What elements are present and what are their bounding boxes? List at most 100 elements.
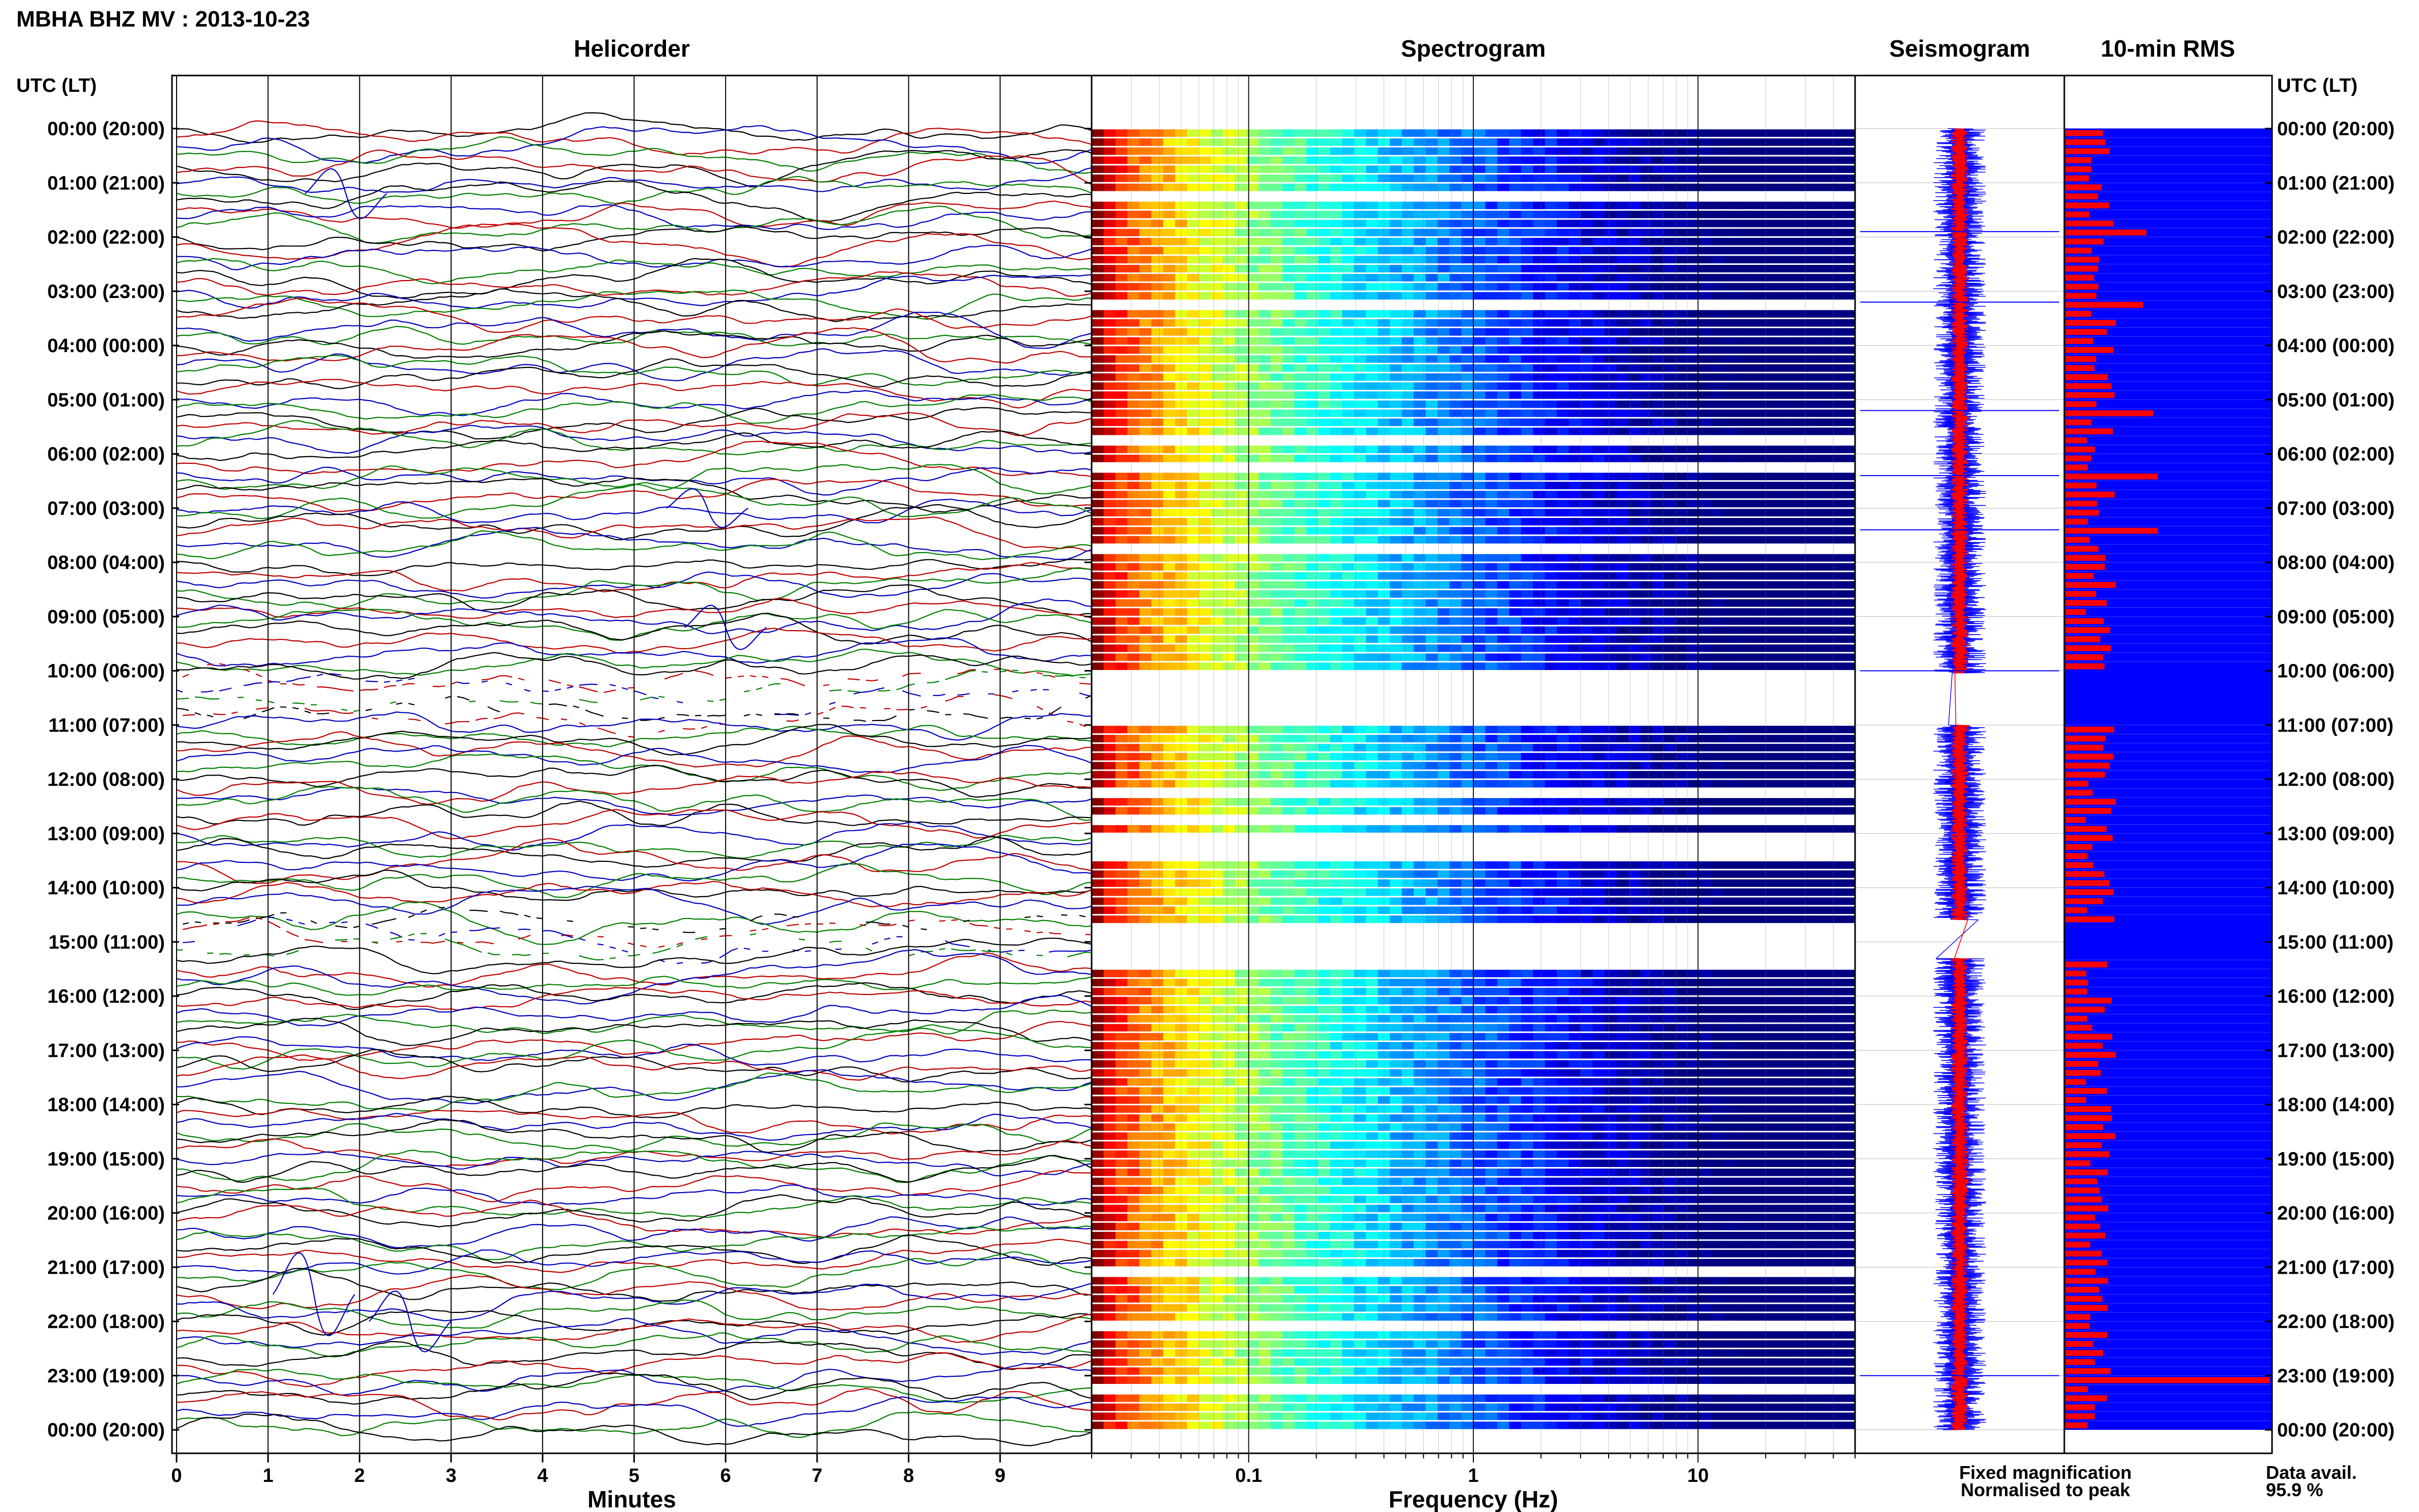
spectrogram-cell xyxy=(1760,364,1772,372)
spectrogram-cell xyxy=(1652,238,1665,245)
spectrogram-cell xyxy=(1569,915,1582,923)
spectrogram-cell xyxy=(1640,527,1653,535)
spectrogram-cell xyxy=(1640,346,1653,354)
spectrogram-cell xyxy=(1664,644,1677,652)
spectrogram-cell xyxy=(1115,879,1128,887)
spectrogram-cell xyxy=(1640,202,1653,209)
spectrogram-cell xyxy=(1795,888,1808,896)
spectrogram-cell xyxy=(1103,156,1116,164)
spectrogram-cell xyxy=(1497,780,1510,788)
spectrogram-cell xyxy=(1700,445,1713,453)
spectrogram-cell xyxy=(1652,165,1665,173)
spectrogram-cell xyxy=(1581,572,1593,580)
spectrogram-cell xyxy=(1258,599,1271,607)
spectrogram-cell xyxy=(1569,879,1582,887)
spectrogram-cell xyxy=(1461,1014,1474,1023)
spectrogram-cell xyxy=(1414,970,1426,978)
spectrogram-cell xyxy=(1414,382,1426,390)
spectrogram-cell xyxy=(1414,391,1426,399)
spectrogram-cell xyxy=(1676,292,1689,300)
spectrogram-cell xyxy=(1115,165,1128,173)
spectrogram-cell xyxy=(1783,762,1796,770)
spectrogram-cell xyxy=(1414,490,1426,499)
spectrogram-cell xyxy=(1414,238,1426,245)
spectrogram-cell xyxy=(1425,274,1438,282)
spectrogram-cell xyxy=(1342,328,1355,336)
spectrogram-cell xyxy=(1390,644,1402,652)
spectrogram-cell xyxy=(1723,599,1737,607)
spectrogram-cell xyxy=(1807,229,1820,236)
spectrogram-cell xyxy=(1378,391,1391,399)
spectrogram-cell xyxy=(1211,970,1223,978)
spectrogram-cell xyxy=(1211,427,1223,435)
spectrogram-cell xyxy=(1747,617,1760,625)
spectrogram-cell xyxy=(1700,292,1713,300)
spectrogram-cell xyxy=(1401,319,1414,327)
spectrogram-cell xyxy=(1175,500,1188,508)
spectrogram-cell xyxy=(1700,536,1713,544)
spectrogram-cell xyxy=(1127,662,1140,670)
spectrogram-cell xyxy=(1366,482,1378,489)
spectrogram-cell xyxy=(1497,554,1510,562)
spectrogram-cell xyxy=(1461,328,1474,336)
spectrogram-cell xyxy=(1449,418,1462,426)
spectrogram-cell xyxy=(1139,798,1152,806)
spectrogram-cell xyxy=(1199,888,1212,896)
spectrogram-cell xyxy=(1676,229,1689,236)
spectrogram-cell xyxy=(1628,165,1641,173)
spectrogram-cell xyxy=(1366,156,1378,164)
spectrogram-cell xyxy=(1592,210,1605,218)
spectrogram-cell xyxy=(1461,219,1474,228)
spectrogram-cell xyxy=(1282,292,1295,300)
spectrogram-cell xyxy=(1449,915,1462,923)
spectrogram-cell xyxy=(1497,807,1510,815)
spectrogram-cell xyxy=(1318,861,1331,869)
spectrogram-cell xyxy=(1664,156,1677,164)
spectrogram-cell xyxy=(1092,418,1104,426)
spectrogram-cell xyxy=(1401,500,1414,508)
spectrogram-cell xyxy=(1390,373,1402,381)
spectrogram-cell xyxy=(1581,888,1593,896)
spectrogram-cell xyxy=(1688,292,1700,300)
spectrogram-cell xyxy=(1115,265,1128,272)
spectrogram-cell xyxy=(1282,346,1295,354)
spectrogram-cell xyxy=(1258,518,1271,526)
spectrogram-cell xyxy=(1795,455,1808,462)
spectrogram-cell xyxy=(1401,246,1414,255)
spectrogram-cell xyxy=(1652,427,1665,435)
spectrogram-cell xyxy=(1712,581,1724,589)
spectrogram-cell xyxy=(1414,762,1426,770)
spectrogram-cell xyxy=(1235,662,1247,670)
spectrogram-cell xyxy=(1545,147,1558,155)
spectrogram-cell xyxy=(1401,238,1414,245)
spectrogram-cell xyxy=(1103,165,1116,173)
spectrogram-cell xyxy=(1163,906,1176,914)
spectrogram-cell xyxy=(1199,455,1212,462)
spectrogram-cell xyxy=(1605,156,1617,164)
spectrogram-cell xyxy=(1592,635,1605,643)
spectrogram-cell xyxy=(1246,581,1260,589)
spectrogram-cell xyxy=(1461,490,1474,499)
spectrogram-cell xyxy=(1437,762,1450,770)
spectrogram-cell xyxy=(1449,662,1462,670)
spectrogram-cell xyxy=(1747,662,1760,670)
spectrogram-cell xyxy=(1282,518,1295,526)
spectrogram-cell xyxy=(1795,762,1808,770)
spectrogram-cell xyxy=(1700,906,1713,914)
spectrogram-cell xyxy=(1211,780,1223,788)
spectrogram-cell xyxy=(1831,310,1844,318)
spectrogram-cell xyxy=(1676,490,1689,499)
spectrogram-cell xyxy=(1652,590,1665,598)
spectrogram-cell xyxy=(1640,427,1653,435)
spectrogram-cell xyxy=(1652,653,1665,661)
spectrogram-cell xyxy=(1533,373,1546,381)
spectrogram-cell xyxy=(1437,970,1450,978)
spectrogram-cell xyxy=(1473,364,1486,372)
spectrogram-cell xyxy=(1843,246,1855,255)
spectrogram-cell xyxy=(1592,563,1605,571)
spectrogram-cell xyxy=(1819,997,1832,1005)
spectrogram-cell xyxy=(1103,536,1116,544)
spectrogram-cell xyxy=(1640,599,1653,607)
spectrogram-cell xyxy=(1354,536,1367,544)
spectrogram-cell xyxy=(1092,906,1104,914)
